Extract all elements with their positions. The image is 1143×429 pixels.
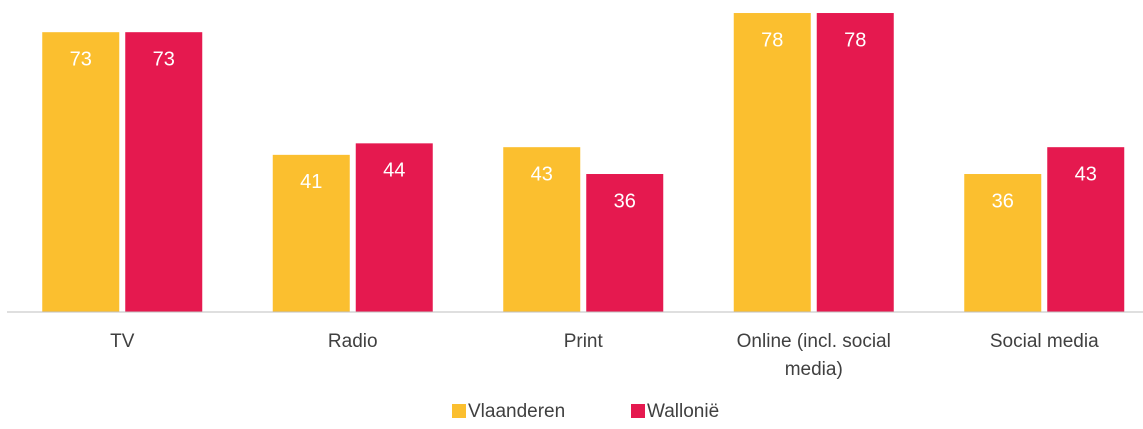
x-tick-label: Radio [327,331,378,352]
data-label: 43 [1075,163,1097,185]
bar [816,13,894,312]
x-tick-label-box: TV [110,331,135,352]
bar [964,174,1042,312]
bar [355,143,433,312]
x-tick-label: Online (incl. social media) [736,331,891,380]
bar [733,13,811,312]
legend-label: Vlaanderen [468,401,565,422]
x-tick-label-box: Online (incl. social media) [736,331,891,380]
legend-label: Wallonië [647,401,719,422]
data-label: 44 [383,160,405,182]
legend-swatch [452,404,466,418]
bar [42,32,120,312]
data-label: 43 [531,163,553,185]
bar [272,154,350,312]
x-tick-label: Print [563,331,603,352]
x-tick-label-box: Print [563,331,603,352]
data-label: 78 [844,29,866,51]
legend-swatch [631,404,645,418]
bar [586,174,664,312]
data-label: 41 [300,171,322,193]
data-label: 36 [614,190,636,212]
bar [1047,147,1125,312]
data-label: 36 [992,190,1014,212]
data-label: 78 [761,29,783,51]
data-label: 73 [70,48,92,70]
x-tick-label: Social media [989,331,1099,352]
bar [503,147,581,312]
x-tick-label-box: Social media [989,331,1099,352]
x-tick-label-box: Radio [327,331,378,352]
x-tick-label: TV [110,331,135,352]
bar [125,32,203,312]
data-label: 73 [153,48,175,70]
